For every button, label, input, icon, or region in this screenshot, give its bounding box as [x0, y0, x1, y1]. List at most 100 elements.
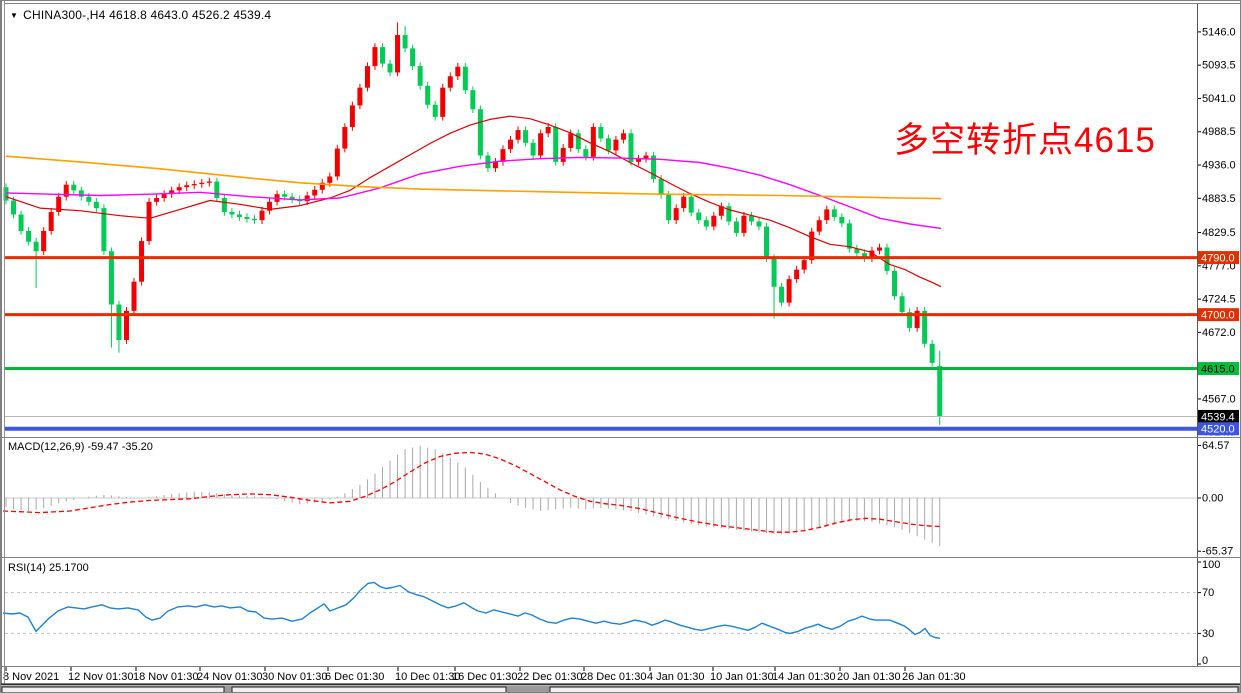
svg-text:5041.0: 5041.0: [1202, 93, 1236, 105]
candle: [545, 126, 551, 134]
candle: [801, 260, 807, 270]
svg-text:4936.0: 4936.0: [1202, 160, 1236, 172]
svg-text:4567.0: 4567.0: [1202, 393, 1236, 405]
svg-text:100: 100: [1202, 559, 1220, 571]
candle: [78, 190, 84, 197]
candle: [161, 194, 167, 198]
svg-text:14 Jan 01:30: 14 Jan 01:30: [772, 671, 836, 683]
candle: [741, 215, 747, 233]
candle: [922, 310, 928, 344]
candle: [259, 210, 265, 221]
candle: [786, 279, 792, 303]
candle: [244, 217, 250, 219]
annotation-text: 多空转折点4615: [894, 121, 1156, 160]
svg-text:16 Dec 01:30: 16 Dec 01:30: [452, 671, 517, 683]
ma-slow-orange: [5, 155, 942, 200]
candle: [267, 201, 273, 211]
candle: [146, 201, 152, 242]
candle: [794, 269, 800, 280]
symbol-dropdown-icon[interactable]: ▼: [10, 11, 19, 20]
candle: [440, 87, 446, 117]
svg-text:26 Jan 01:30: 26 Jan 01:30: [902, 671, 966, 683]
candle: [658, 178, 664, 195]
level-lines: [5, 256, 1197, 431]
candle: [334, 148, 340, 177]
candle: [395, 35, 401, 73]
price-tag: [1198, 251, 1239, 265]
candle: [410, 48, 416, 67]
svg-text:6 Dec 01:30: 6 Dec 01:30: [325, 671, 384, 683]
candle: [839, 217, 845, 224]
svg-text:4829.5: 4829.5: [1202, 227, 1236, 239]
candle: [583, 149, 589, 157]
candle: [48, 211, 54, 231]
svg-text:4724.5: 4724.5: [1202, 294, 1236, 306]
candles: [3, 22, 943, 425]
candle: [575, 133, 581, 150]
svg-text:10 Jan 01:30: 10 Jan 01:30: [710, 671, 774, 683]
candle: [191, 184, 197, 186]
candle: [861, 253, 867, 259]
candle: [485, 155, 491, 169]
candle: [523, 130, 529, 143]
candle: [809, 231, 815, 261]
candle: [688, 196, 694, 213]
svg-text:24 Nov 01:30: 24 Nov 01:30: [197, 671, 262, 683]
candle: [666, 194, 672, 221]
candle: [312, 189, 318, 196]
svg-text:0: 0: [1202, 655, 1208, 667]
candle: [455, 66, 461, 77]
candle: [214, 181, 220, 198]
candle: [289, 196, 295, 200]
candle: [884, 247, 890, 271]
candle: [432, 104, 438, 117]
candle: [236, 214, 242, 218]
candle: [771, 258, 777, 287]
candle: [764, 226, 770, 259]
candle: [251, 218, 257, 221]
candle: [824, 209, 830, 221]
candle: [139, 241, 145, 282]
candle: [816, 220, 822, 232]
svg-text:4520.0: 4520.0: [1201, 424, 1235, 436]
price-tag: [1198, 422, 1239, 436]
candle: [508, 139, 514, 150]
candle: [108, 251, 114, 305]
svg-text:4539.4: 4539.4: [1201, 411, 1235, 423]
candle: [221, 197, 227, 212]
svg-text:64.57: 64.57: [1202, 440, 1230, 452]
candle: [154, 197, 160, 202]
candle: [206, 181, 212, 183]
svg-text:30 Nov 01:30: 30 Nov 01:30: [262, 671, 327, 683]
candle: [560, 147, 566, 162]
rsi-indicator-label: RSI(14) 25.1700: [8, 562, 89, 574]
candle: [169, 190, 175, 195]
bottom-strip-box: [1, 686, 225, 693]
svg-text:4883.5: 4883.5: [1202, 193, 1236, 205]
candle: [26, 230, 32, 242]
candle: [282, 194, 288, 197]
candle: [33, 241, 39, 252]
candle: [470, 90, 476, 110]
svg-text:5093.5: 5093.5: [1202, 60, 1236, 72]
candle: [327, 176, 333, 183]
candle: [628, 133, 634, 162]
candle: [568, 133, 574, 148]
candle: [899, 296, 905, 313]
candle: [748, 215, 754, 222]
candle: [63, 184, 69, 197]
candle: [71, 184, 77, 191]
candle: [907, 312, 913, 328]
candle: [131, 281, 137, 311]
candle: [613, 139, 619, 151]
candle: [831, 209, 837, 218]
svg-text:-65.37: -65.37: [1202, 546, 1233, 558]
chart-title-text: CHINA300-,H4 4618.8 4643.0 4526.2 4539.4: [23, 8, 272, 22]
candle: [477, 109, 483, 156]
svg-text:4988.5: 4988.5: [1202, 126, 1236, 138]
candle: [929, 343, 935, 363]
candle: [319, 182, 325, 190]
